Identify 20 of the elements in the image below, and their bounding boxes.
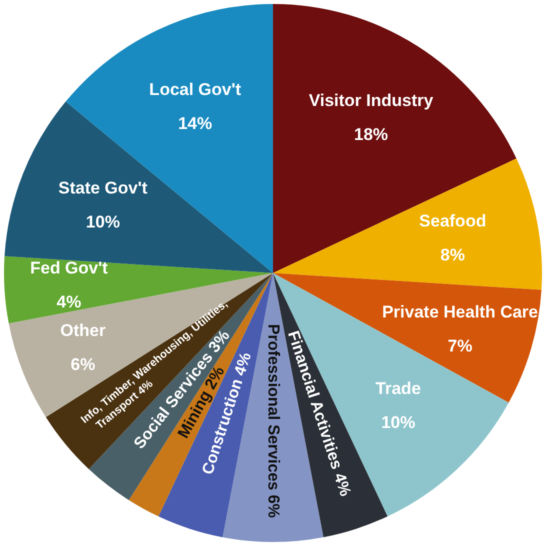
data-label: 10% [86,212,120,232]
data-label: 4% [330,471,354,498]
slice-label: Private Health Care [382,302,538,322]
data-label: 8% [440,245,465,264]
data-label: 14% [178,114,212,134]
slice-label: Local Gov't [149,80,242,100]
data-label: 6% [264,494,282,518]
slice-label: Other [60,320,106,340]
data-label: 6% [70,354,96,374]
slice-label: State Gov't [58,178,148,198]
data-label: 4% [232,350,255,378]
data-label: 18% [354,125,388,144]
slice-label: Visitor Industry [308,91,434,110]
data-label: 10% [381,413,416,432]
slice-label: Professional Services [264,324,282,490]
slice-label: Seafood [419,211,486,230]
data-label: 7% [448,336,472,356]
slice-label: Fed Gov't [30,258,108,278]
slice-label: Trade [376,379,421,398]
data-label: 4% [56,292,82,312]
